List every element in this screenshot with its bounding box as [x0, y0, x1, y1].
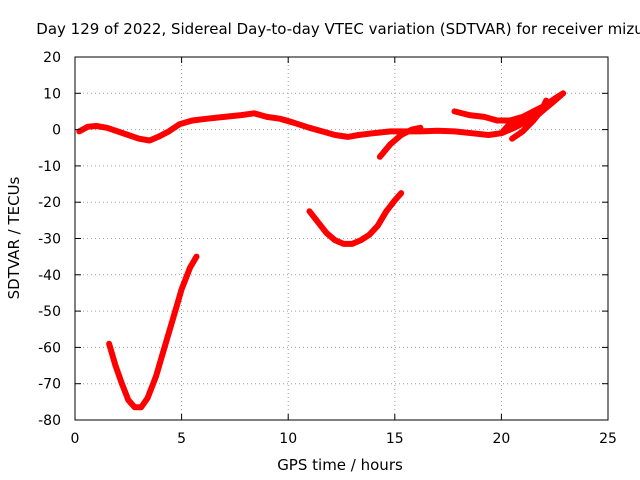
y-tick-label: -50: [38, 304, 61, 320]
x-tick-label: 15: [386, 431, 404, 447]
chart-title: Day 129 of 2022, Sidereal Day-to-day VTE…: [36, 20, 640, 38]
series-line-branch-a: [376, 124, 424, 160]
y-tick-label: 20: [43, 50, 61, 66]
y-tick-label: -40: [38, 268, 61, 284]
series-line-dip-midday: [306, 190, 405, 247]
y-tick-label: 0: [52, 123, 61, 139]
y-axis-label: SDTVAR / TECUs: [5, 176, 23, 299]
x-tick-label: 0: [71, 431, 80, 447]
x-tick-label: 5: [177, 431, 186, 447]
y-tick-label: -70: [38, 377, 61, 393]
y-tick-label: -20: [38, 195, 61, 211]
x-tick-label: 10: [279, 431, 297, 447]
y-tick-label: -60: [38, 340, 61, 356]
y-tick-label: -30: [38, 232, 61, 248]
y-tick-label: 10: [43, 86, 61, 102]
y-tick-label: -80: [38, 413, 61, 429]
x-axis-label: GPS time / hours: [277, 456, 403, 474]
series-layer: [76, 90, 567, 411]
series-line-near-zero-morning: [76, 110, 362, 144]
series-line-dip-early: [106, 253, 200, 411]
x-tick-label: 20: [492, 431, 510, 447]
series-line-branch-d: [509, 97, 550, 142]
x-tick-label: 25: [599, 431, 617, 447]
y-tick-label: -10: [38, 159, 61, 175]
tick-labels: 0 5 10 15 20 25 20 10 0 -10 -20 -30 -40 -50 -60 -70 -80: [38, 50, 617, 447]
